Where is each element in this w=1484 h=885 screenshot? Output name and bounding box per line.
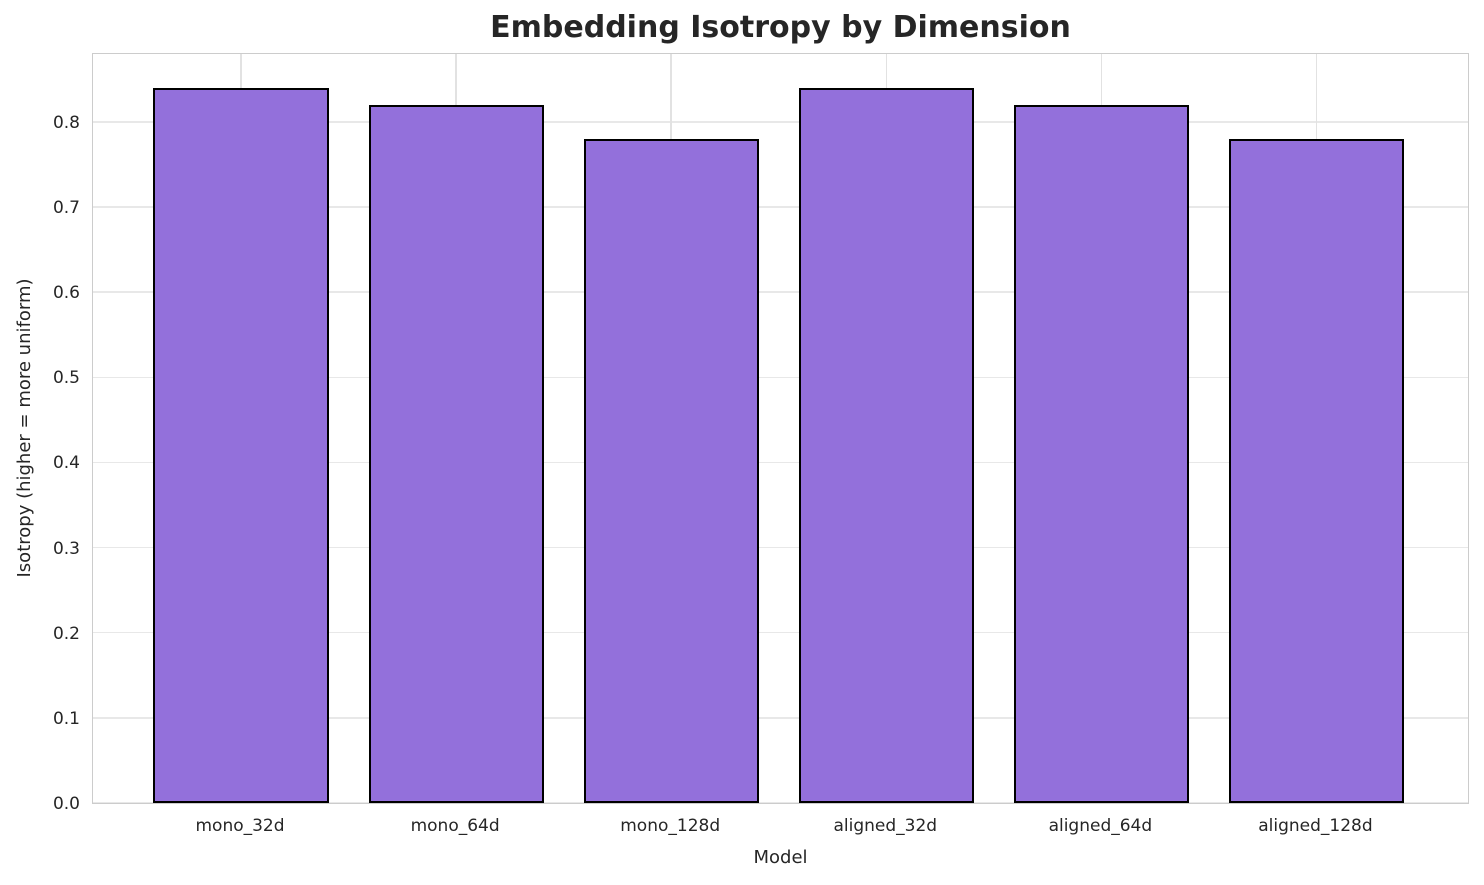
bar-mono_32d	[153, 87, 329, 803]
gridline-horizontal	[93, 802, 1468, 803]
y-axis-label: Isotropy (higher = more uniform)	[14, 278, 35, 578]
plot-area	[92, 53, 1469, 804]
x-tick-label: aligned_32d	[833, 816, 938, 836]
gridline-horizontal	[93, 376, 1468, 379]
gridline-horizontal	[93, 546, 1468, 549]
x-tick-label: mono_64d	[410, 816, 500, 836]
x-tick-label: mono_128d	[620, 816, 721, 836]
bar-aligned_32d	[798, 87, 974, 803]
gridline-horizontal	[93, 291, 1468, 293]
x-axis-label: Model	[753, 847, 808, 868]
y-tick-label: 0.7	[52, 197, 80, 218]
bar-aligned_64d	[1013, 104, 1189, 803]
y-tick-label: 0.8	[52, 112, 80, 133]
gridline-horizontal	[93, 461, 1468, 464]
gridline-horizontal	[93, 206, 1468, 208]
chart-title: Embedding Isotropy by Dimension	[490, 10, 1071, 45]
y-tick-label: 0.1	[52, 708, 80, 729]
x-tick-label: aligned_64d	[1048, 816, 1153, 836]
gridline-horizontal	[93, 121, 1468, 123]
bar-aligned_128d	[1228, 138, 1405, 803]
gridline-horizontal	[93, 631, 1468, 634]
gridline-horizontal	[93, 717, 1468, 719]
x-tick-label: mono_32d	[195, 816, 285, 836]
y-tick-label: 0.6	[52, 283, 80, 304]
bar-mono_64d	[368, 104, 544, 803]
bar-mono_128d	[583, 138, 759, 803]
y-tick-label: 0.5	[52, 368, 80, 389]
y-tick-label: 0.3	[52, 538, 80, 559]
y-tick-label: 0.0	[52, 794, 80, 814]
y-tick-label: 0.2	[52, 623, 80, 644]
x-tick-label: aligned_128d	[1258, 816, 1373, 836]
y-tick-label: 0.4	[52, 453, 80, 474]
